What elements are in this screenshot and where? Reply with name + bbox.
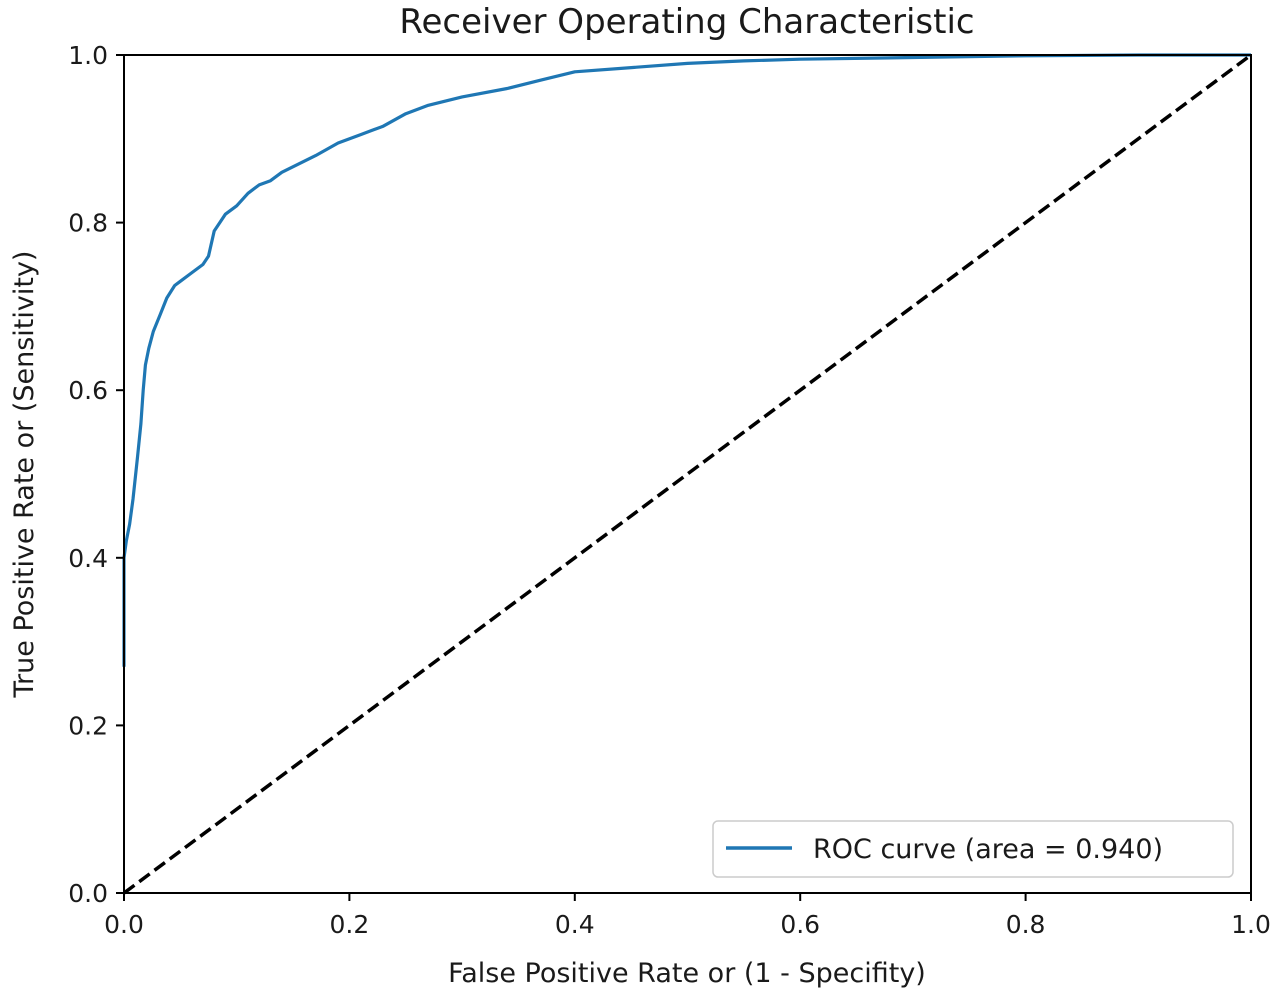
y-tick-label: 0.6	[68, 376, 108, 405]
y-tick-label: 0.0	[68, 879, 108, 908]
legend-label-roc: ROC curve (area = 0.940)	[813, 834, 1163, 865]
legend-box	[712, 820, 1234, 878]
x-tick-label: 0.2	[330, 910, 370, 939]
y-tick-label: 1.0	[68, 41, 108, 70]
y-axis-label: True Positive Rate or (Sensitivity)	[9, 251, 40, 699]
x-tick-label: 0.6	[780, 910, 820, 939]
x-tick-label: 0.0	[104, 910, 144, 939]
y-tick-label: 0.8	[68, 209, 108, 238]
y-tick-label: 0.4	[68, 544, 108, 573]
chart-title: Receiver Operating Characteristic	[399, 2, 974, 42]
axis-ticks: 0.0 0.2 0.4 0.6 0.8 1.0 0.0 0.2 0.4 0.6 0.8 1.0	[68, 41, 1271, 939]
legend: ROC curve (area = 0.940)	[712, 820, 1234, 878]
plot-area	[122, 53, 1253, 895]
x-tick-label: 1.0	[1231, 910, 1271, 939]
diagonal-reference-line	[122, 53, 1253, 895]
y-tick-label: 0.2	[68, 711, 108, 740]
roc-curve-line	[122, 53, 1251, 667]
x-tick-label: 0.4	[555, 910, 595, 939]
x-axis-label: False Positive Rate or (1 - Specifity)	[448, 958, 926, 989]
plot-frame	[123, 54, 1252, 894]
x-tick-label: 0.8	[1006, 910, 1046, 939]
